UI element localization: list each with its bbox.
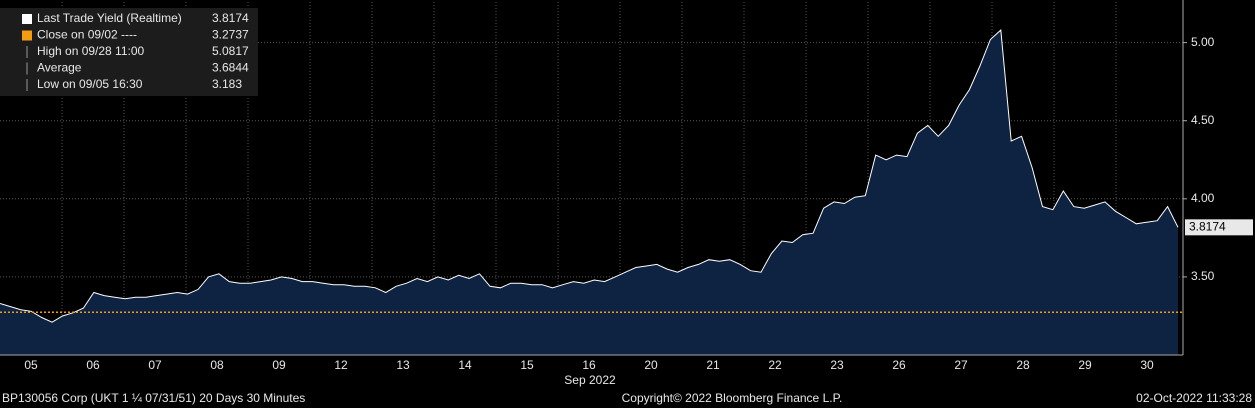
x-tick-label: 20 [644, 358, 658, 372]
legend-swatch [22, 30, 32, 41]
legend-value: 3.8174 [212, 11, 249, 25]
x-tick-label: 05 [24, 358, 38, 372]
x-tick-label: 08 [210, 358, 224, 372]
x-tick-label: 27 [954, 358, 968, 372]
legend-label: High on 09/28 11:00 [37, 44, 145, 58]
x-tick-label: 14 [458, 358, 472, 372]
y-tick-label: 4.00 [1191, 191, 1215, 205]
x-tick-label: 30 [1140, 358, 1154, 372]
y-tick-label: 4.50 [1191, 113, 1215, 127]
x-tick-label: 06 [86, 358, 100, 372]
legend-value: 3.6844 [212, 61, 249, 75]
x-tick-label: 13 [396, 358, 410, 372]
x-tick-label: 07 [148, 358, 162, 372]
footer-left: BP130056 Corp (UKT 1 ¼ 07/31/51) 20 Days… [2, 391, 305, 405]
legend-label: Low on 09/05 16:30 [37, 77, 143, 91]
x-tick-label: 12 [334, 358, 348, 372]
x-tick-label: 15 [520, 358, 534, 372]
legend-label: Close on 09/02 ---- [37, 28, 137, 42]
x-tick-label: 29 [1078, 358, 1092, 372]
x-tick-label: 28 [1016, 358, 1030, 372]
legend-swatch [22, 14, 32, 24]
footer-right: 02-Oct-2022 11:33:28 [1136, 391, 1252, 405]
line [0, 29, 1179, 323]
legend-box [0, 8, 258, 96]
area [0, 30, 1178, 355]
legend-value: 5.0817 [212, 44, 249, 58]
x-tick-label: 22 [768, 358, 782, 372]
x-tick-label: 16 [582, 358, 596, 372]
x-tick-label: 09 [272, 358, 286, 372]
legend-label: Average [37, 61, 82, 75]
legend-label: Last Trade Yield (Realtime) [37, 11, 182, 25]
x-tick-label: 26 [892, 358, 906, 372]
footer-center: Copyright© 2022 Bloomberg Finance L.P. [622, 391, 843, 405]
y-tick-label: 5.00 [1191, 35, 1215, 49]
last-value-label: 3.8174 [1189, 219, 1226, 233]
x-tick-label: 23 [830, 358, 844, 372]
x-axis-label: Sep 2022 [564, 373, 616, 387]
x-tick-label: 21 [706, 358, 720, 372]
legend-value: 3.183 [212, 77, 242, 91]
last-value-box [1185, 219, 1253, 236]
legend-value: 3.2737 [212, 28, 249, 42]
y-tick-label: 3.50 [1191, 269, 1215, 283]
